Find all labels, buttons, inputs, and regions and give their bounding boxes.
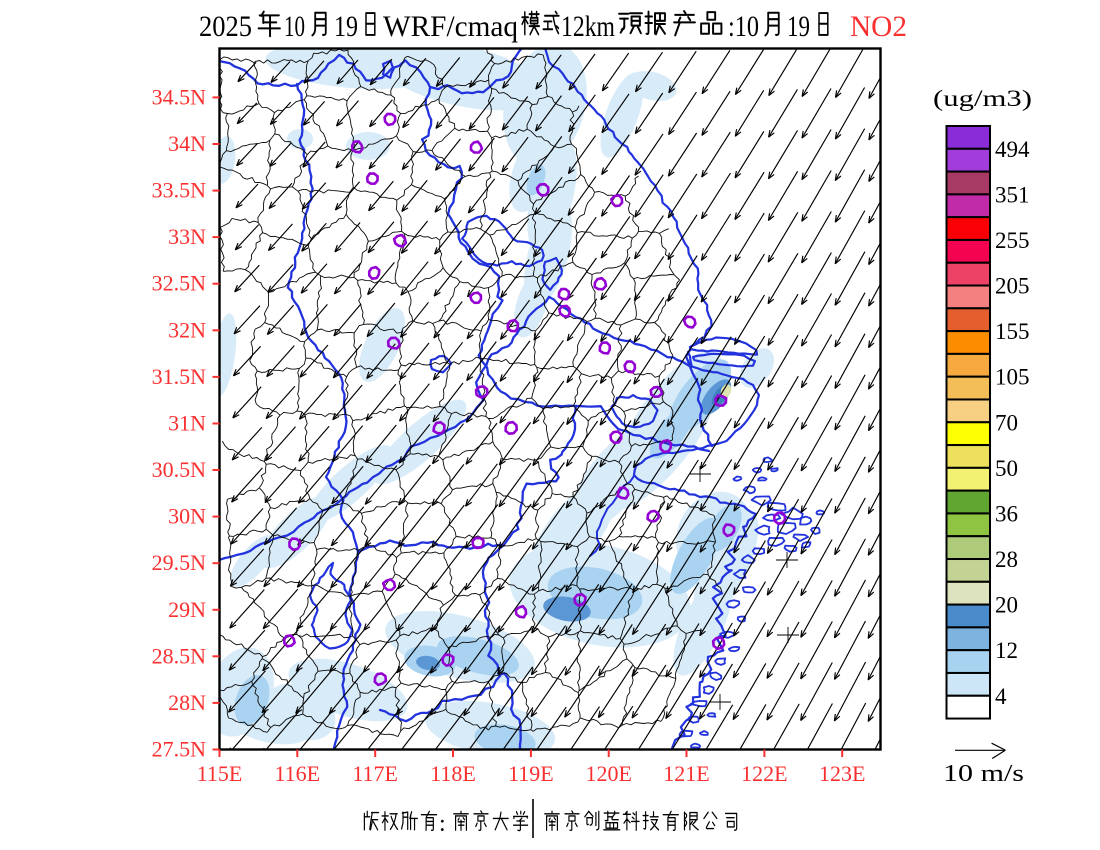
svg-text:121E: 121E — [663, 761, 709, 786]
svg-text:119E: 119E — [508, 761, 554, 786]
svg-text:28N: 28N — [168, 690, 206, 715]
svg-text:29N: 29N — [168, 597, 206, 622]
svg-text:50: 50 — [995, 456, 1018, 481]
svg-text:205: 205 — [995, 274, 1030, 299]
svg-text:116E: 116E — [274, 761, 320, 786]
svg-text:33N: 33N — [168, 224, 206, 249]
svg-text:12km: 12km — [561, 10, 615, 43]
svg-text:155: 155 — [995, 319, 1030, 344]
svg-text:27.5N: 27.5N — [152, 737, 207, 762]
svg-text::10: :10 — [728, 10, 759, 43]
svg-text:30N: 30N — [168, 504, 206, 529]
svg-text:20: 20 — [995, 593, 1018, 618]
svg-text:70: 70 — [995, 410, 1018, 435]
svg-text:2025: 2025 — [199, 10, 252, 43]
svg-text:28: 28 — [995, 547, 1018, 572]
svg-text:28.5N: 28.5N — [152, 643, 207, 668]
svg-text:4: 4 — [995, 684, 1007, 709]
svg-text:494: 494 — [995, 137, 1030, 162]
svg-text:351: 351 — [995, 182, 1030, 207]
svg-text:19: 19 — [787, 10, 810, 43]
svg-text:120E: 120E — [585, 761, 631, 786]
svg-text:105: 105 — [995, 365, 1030, 390]
svg-text:122E: 122E — [741, 761, 787, 786]
svg-text:255: 255 — [995, 228, 1030, 253]
svg-text:12: 12 — [995, 638, 1018, 663]
svg-text:32N: 32N — [168, 317, 206, 342]
svg-text:33.5N: 33.5N — [152, 178, 207, 203]
svg-text::: : — [439, 811, 446, 837]
svg-text:19: 19 — [334, 10, 358, 43]
svg-text:32.5N: 32.5N — [152, 271, 207, 296]
svg-text:117E: 117E — [352, 761, 398, 786]
svg-text:34.5N: 34.5N — [152, 84, 207, 109]
svg-text:WRF/cmaq: WRF/cmaq — [383, 10, 518, 43]
svg-text:34N: 34N — [168, 131, 206, 156]
svg-text:31N: 31N — [168, 411, 206, 436]
svg-text:31.5N: 31.5N — [152, 364, 207, 389]
svg-text:10: 10 — [284, 10, 305, 43]
svg-text:NO2: NO2 — [850, 10, 907, 43]
svg-text:30.5N: 30.5N — [152, 457, 207, 482]
svg-text:(ug/m3): (ug/m3) — [933, 86, 1032, 111]
svg-text:36: 36 — [995, 501, 1018, 526]
svg-text:29.5N: 29.5N — [152, 550, 207, 575]
svg-text:10 m/s: 10 m/s — [943, 761, 1024, 787]
svg-text:123E: 123E — [819, 761, 865, 786]
svg-text:118E: 118E — [430, 761, 476, 786]
svg-text:115E: 115E — [197, 761, 243, 786]
